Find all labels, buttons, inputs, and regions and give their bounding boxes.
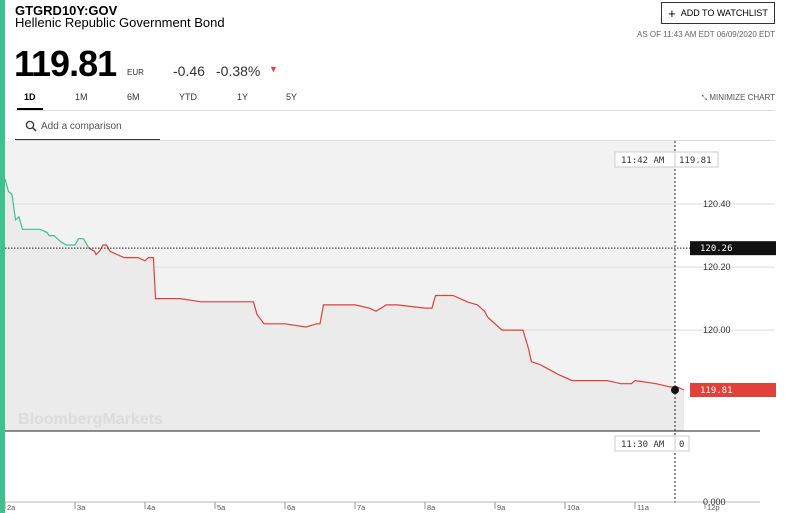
volume-time: 11:30 AM <box>621 440 665 450</box>
price-change-percent: -0.38% <box>216 63 261 79</box>
x-tick-label: 2a <box>7 503 16 512</box>
security-name: Hellenic Republic Government Bond <box>15 15 225 30</box>
search-divider <box>15 140 775 141</box>
volume-axis-label: 0.000 <box>703 497 726 507</box>
x-axis-ticks: 2a 3a 4a 5a 6a 7a 8a 9a 10a 11a 12p <box>4 502 720 512</box>
price-change: -0.46 <box>173 63 205 79</box>
minimize-icon: ⤡ <box>701 95 708 102</box>
last-price: 119.81 <box>14 43 117 84</box>
x-tick-label: 4a <box>147 503 156 512</box>
cursor-value-tag: 119.81 <box>674 151 719 168</box>
x-tick-label: 12p <box>707 503 720 512</box>
add-to-watchlist-label: ADD TO WATCHLIST <box>680 8 768 18</box>
volume-value: 0 <box>679 440 684 450</box>
cursor-value: 119.81 <box>679 156 712 166</box>
x-tick-label: 9a <box>497 503 506 512</box>
tab-1y[interactable]: 1Y <box>237 92 249 102</box>
search-input[interactable] <box>41 118 156 134</box>
tab-1d[interactable]: 1D <box>24 92 36 102</box>
active-tab-indicator <box>17 108 43 110</box>
x-tick-label: 6a <box>287 503 296 512</box>
volume-time-tag: 11:30 AM <box>614 435 676 452</box>
tab-ytd[interactable]: YTD <box>179 92 197 102</box>
bloomberg-watermark: BloombergMarkets <box>18 411 163 428</box>
price-lines <box>4 178 685 391</box>
x-tick-label: 7a <box>357 503 366 512</box>
y-tick-label: 120.40 <box>703 199 731 209</box>
price-line-up <box>4 178 95 252</box>
x-tick-label: 3a <box>77 503 86 512</box>
y-axis-ticks: 120.40 120.20 120.00 <box>703 199 731 335</box>
plus-icon: + <box>668 5 676 21</box>
as-of-timestamp: AS OF 11:43 AM EDT 06/09/2020 EDT <box>637 30 775 39</box>
x-tick-label: 11a <box>637 503 650 512</box>
x-tick-label: 5a <box>217 503 226 512</box>
minimize-chart-button[interactable]: ⤡ MINIMIZE CHART <box>702 93 775 103</box>
comparison-search[interactable] <box>15 115 160 140</box>
volume-value-tag: 0 <box>674 435 690 452</box>
cursor-time: 11:42 AM <box>621 156 665 166</box>
tab-6m[interactable]: 6M <box>127 92 140 102</box>
last-price-dot <box>671 386 679 395</box>
currency-label: EUR <box>127 68 144 77</box>
add-to-watchlist-button[interactable]: + ADD TO WATCHLIST <box>661 2 775 24</box>
y-tick-label: 120.20 <box>703 262 731 272</box>
tab-5y[interactable]: 5Y <box>286 92 298 102</box>
previous-close-tag: 120.26 <box>690 241 776 256</box>
x-tick-label: 8a <box>427 503 436 512</box>
price-line-down <box>88 244 685 391</box>
search-icon <box>25 120 37 132</box>
minimize-chart-label: MINIMIZE CHART <box>709 93 775 102</box>
last-price-tag: 119.81 <box>690 383 776 398</box>
x-tick-label: 10a <box>567 503 580 512</box>
tab-1m[interactable]: 1M <box>75 92 88 102</box>
left-accent-bar <box>0 0 5 513</box>
tab-divider <box>15 110 775 111</box>
y-tick-label: 120.00 <box>703 325 731 335</box>
down-arrow-icon: ▼ <box>269 64 278 74</box>
ticker-symbol: GTGRD10Y:GOV <box>15 3 118 18</box>
previous-close-value: 120.26 <box>700 244 733 254</box>
cursor-time-tag: 11:42 AM <box>614 151 676 168</box>
last-price-value: 119.81 <box>700 386 733 396</box>
